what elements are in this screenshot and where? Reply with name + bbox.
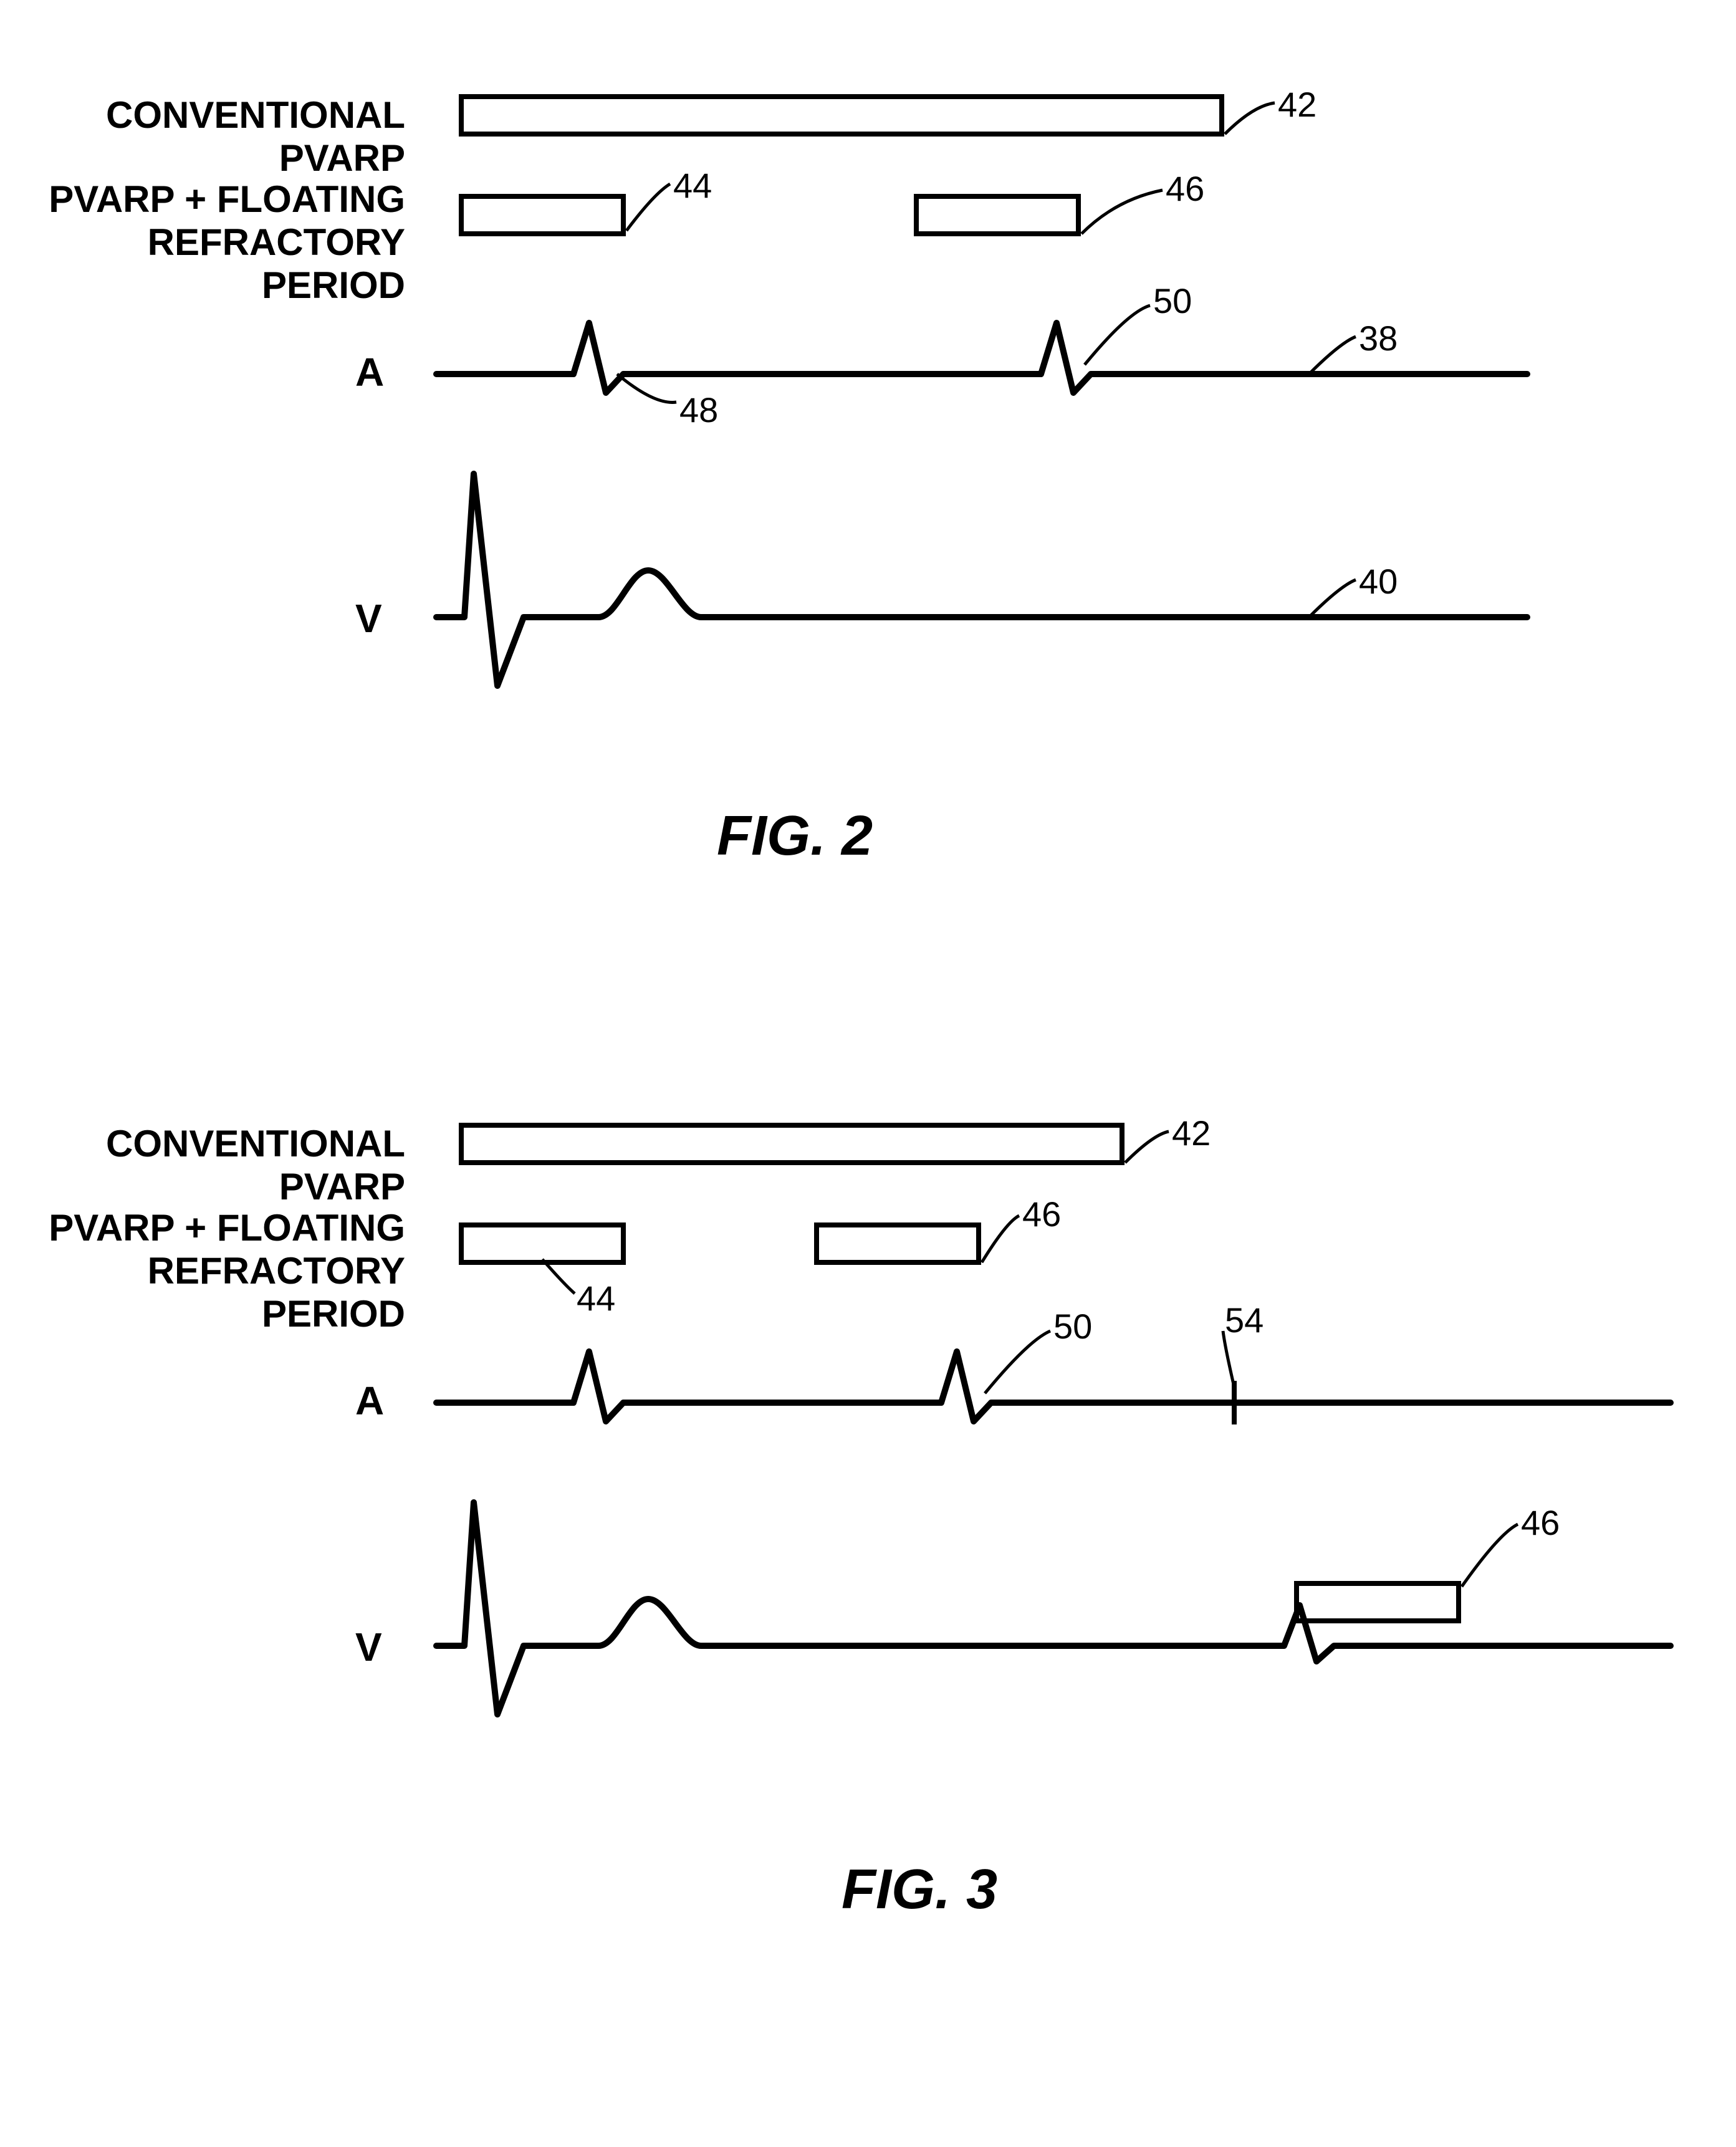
fig3-leader-42 [1125,1131,1169,1163]
fig2-row1-label: CONVENTIONAL PVARP [106,94,405,180]
fig2-row2-label: PVARP + FLOATING REFRACTORY PERIOD [0,178,405,307]
fig2-drawing [436,69,1558,754]
fig2-pvarp-bar [461,196,623,234]
fig3-row2-label: PVARP + FLOATING REFRACTORY PERIOD [0,1206,405,1335]
fig3-leader-54 [1223,1331,1234,1387]
fig3-floating-refractory-bar-2 [1297,1583,1459,1621]
fig2-leader-48 [617,374,676,402]
fig3-caption: FIG. 3 [842,1858,997,1922]
fig3-pvarp-bar [461,1225,623,1262]
fig3-a-label: A [355,1378,384,1424]
fig2-conventional-pvarp-bar [461,97,1222,134]
fig2-caption: FIG. 2 [717,804,873,868]
fig3-floating-refractory-bar-1 [817,1225,979,1262]
fig3-a-trace [436,1352,1671,1421]
fig2-leader-50 [1085,305,1150,365]
fig2-leader-38 [1309,337,1356,374]
fig2-leader-44 [626,184,670,231]
fig3-leader-46b [1462,1524,1518,1587]
fig3-row1-label: CONVENTIONAL PVARP [106,1122,405,1208]
fig2-leader-42 [1225,103,1275,134]
fig2-v-label: V [355,595,382,641]
fig3-leader-46a [982,1216,1019,1262]
fig3-conventional-pvarp-bar [461,1125,1122,1163]
fig3-v-label: V [355,1624,382,1670]
fig3-drawing [436,1097,1720,1814]
fig3-v-trace [436,1502,1671,1714]
fig2-v-trace [436,474,1527,686]
fig2-a-label: A [355,349,384,395]
fig2-leader-40 [1309,580,1356,617]
fig3-leader-50 [985,1331,1050,1393]
fig2-floating-refractory-bar [916,196,1078,234]
fig2-a-trace [436,323,1527,393]
fig2-leader-46 [1081,190,1163,234]
